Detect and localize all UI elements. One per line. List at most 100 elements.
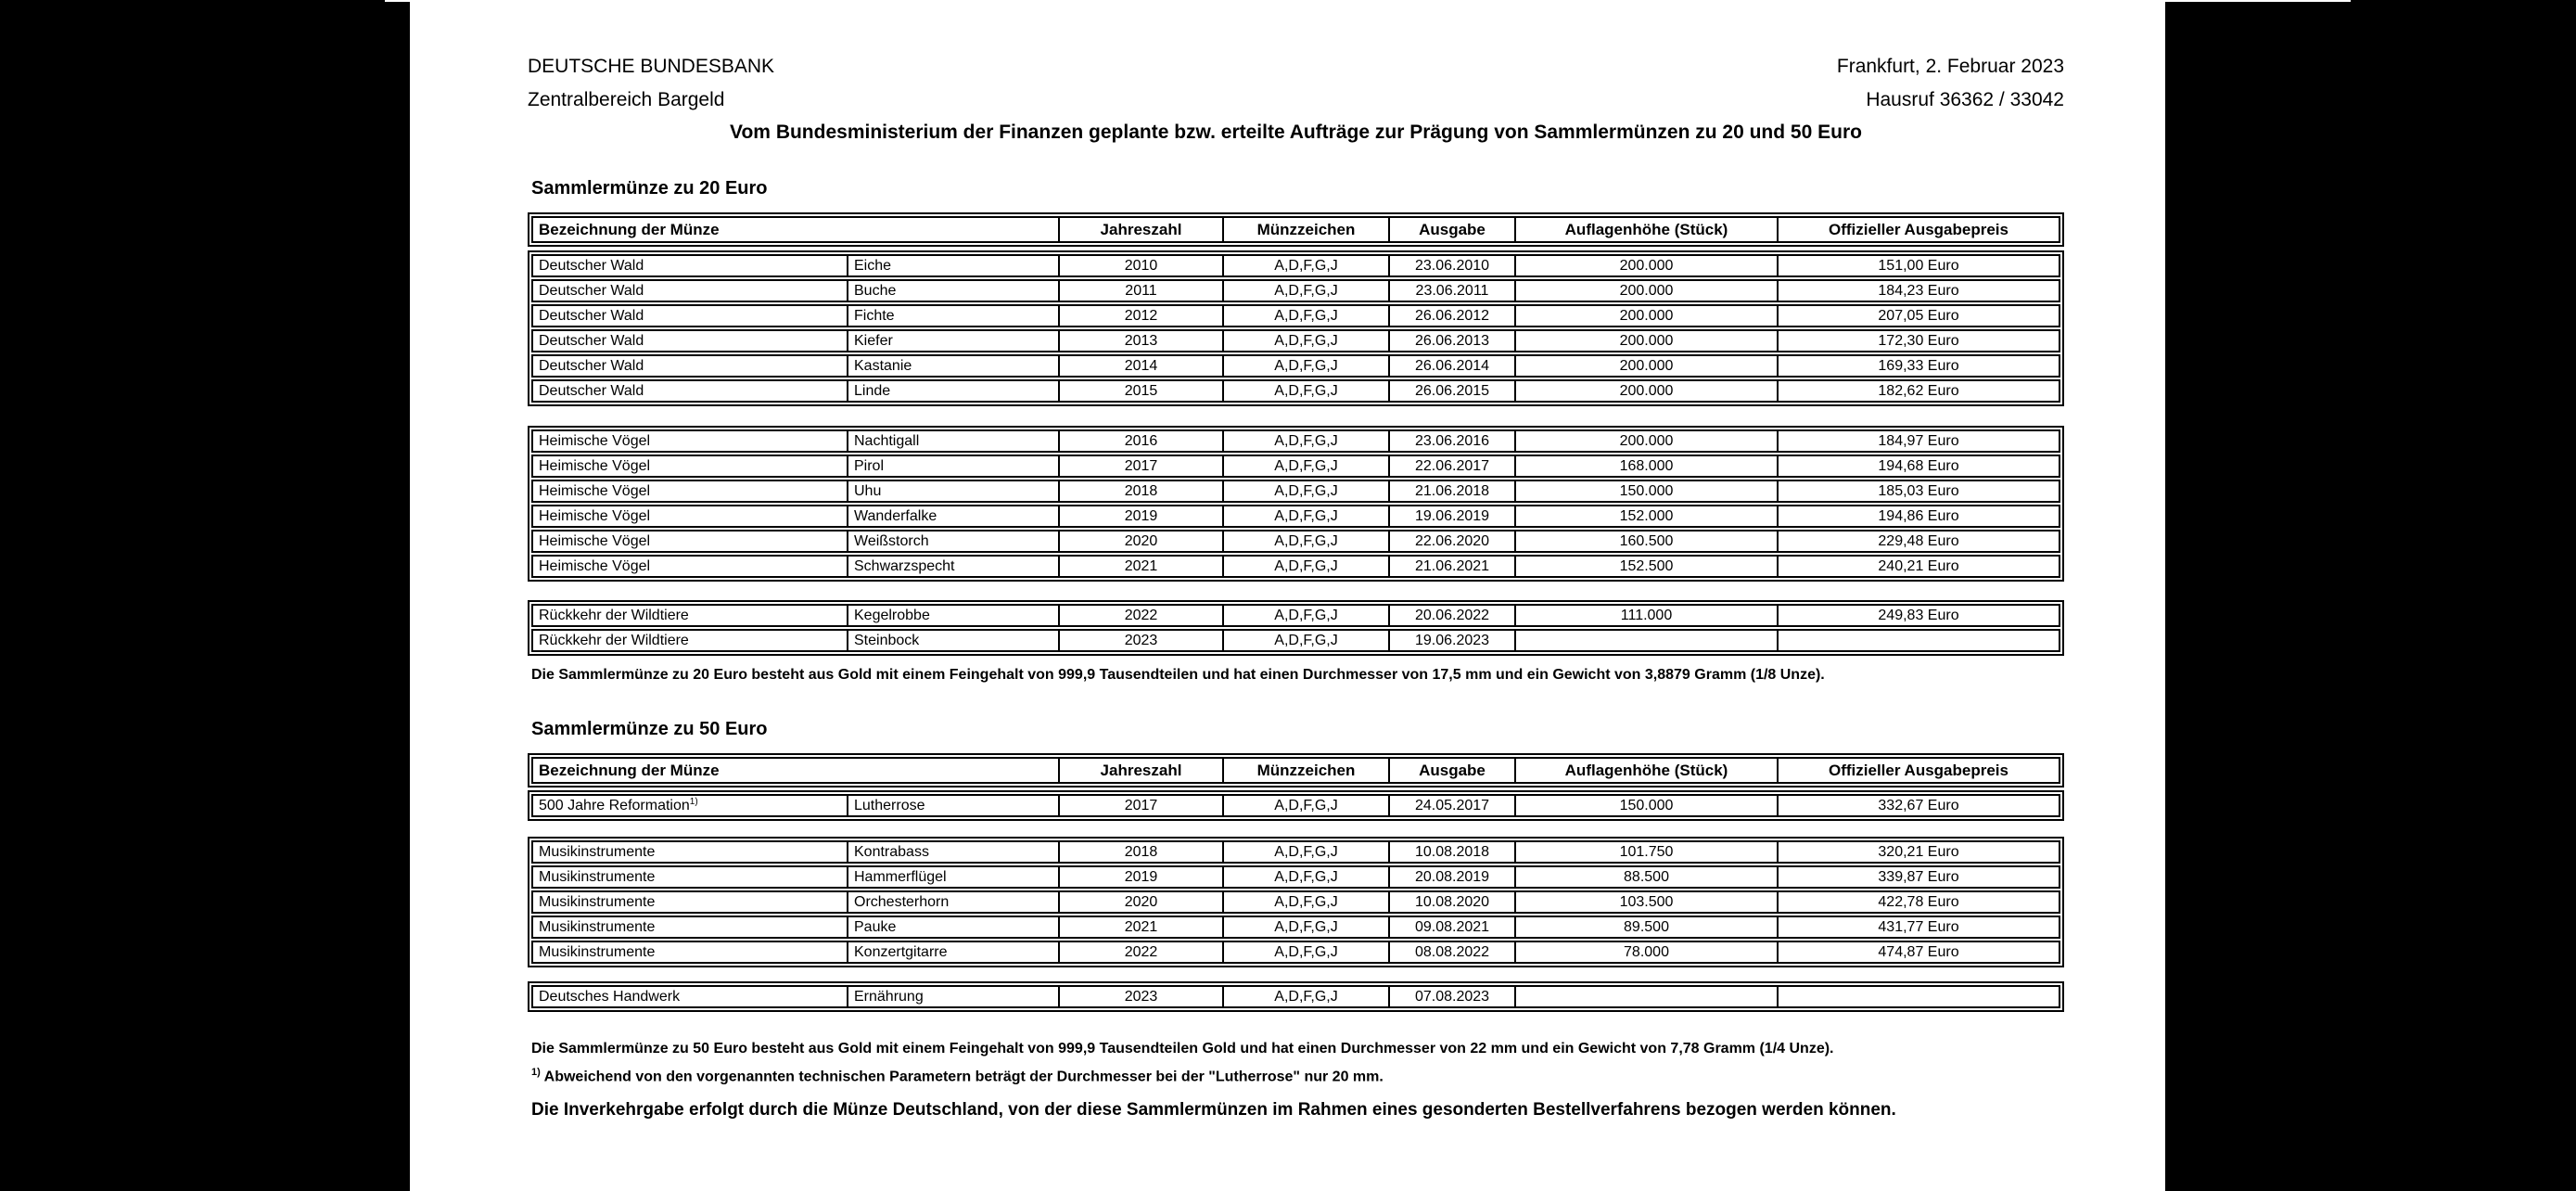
table-row: Heimische Vögel Pirol 2017 A,D,F,G,J 22.… xyxy=(531,455,2060,478)
cell-mintage: 160.500 xyxy=(1516,531,1779,551)
table-50-header: Bezeichnung der Münze Jahreszahl Münzzei… xyxy=(528,753,2064,788)
cell-series: Deutscher Wald xyxy=(533,281,848,301)
org-name: DEUTSCHE BUNDESBANK xyxy=(528,56,775,77)
cell-price: 332,67 Euro xyxy=(1878,797,1959,813)
cell-issue-date: 26.06.2014 xyxy=(1390,356,1516,376)
cell-series: Deutscher Wald xyxy=(533,331,848,351)
cell-issue-date: 10.08.2020 xyxy=(1390,892,1516,912)
letterhead: DEUTSCHE BUNDESBANK Zentralbereich Barge… xyxy=(528,50,2064,117)
cell-mintmark: A,D,F,G,J xyxy=(1224,892,1390,912)
column-header-ausgabe: Ausgabe xyxy=(1390,759,1516,782)
cell-issue-date: 23.06.2011 xyxy=(1390,281,1516,301)
coin-group-deutsches-handwerk: Deutsches Handwerk Ernährung 2023 A,D,F,… xyxy=(528,981,2064,1012)
org-department: Zentralbereich Bargeld xyxy=(528,89,725,110)
cell-series: Deutscher Wald xyxy=(533,381,848,401)
cell-mintage: 89.500 xyxy=(1516,917,1779,937)
cell-series: Musikinstrumente xyxy=(533,867,848,887)
cell-mintmark: A,D,F,G,J xyxy=(1224,796,1390,815)
cell-mintmark: A,D,F,G,J xyxy=(1224,531,1390,551)
cell-motif: Kegelrobbe xyxy=(848,606,1060,625)
cell-mintmark: A,D,F,G,J xyxy=(1224,381,1390,401)
cell-motif: Nachtigall xyxy=(848,431,1060,451)
cell-price xyxy=(1779,631,2059,650)
cell-mintmark: A,D,F,G,J xyxy=(1224,867,1390,887)
document-title: Vom Bundesministerium der Finanzen gepla… xyxy=(730,122,1862,143)
cell-year: 2017 xyxy=(1060,796,1224,815)
cell-price: 207,05 Euro xyxy=(1878,307,1959,324)
cell-price: 182,62 Euro xyxy=(1878,382,1959,399)
table-20-header-row: Bezeichnung der Münze Jahreszahl Münzzei… xyxy=(531,216,2060,243)
cell-year: 2013 xyxy=(1060,331,1224,351)
cell-year: 2021 xyxy=(1060,917,1224,937)
footnote-1-marker: 1) xyxy=(531,1067,541,1078)
footnote-1-lutherrose: 1) Abweichend von den vorgenannten techn… xyxy=(531,1067,2071,1085)
closing-statement: Die Inverkehrgabe erfolgt durch die Münz… xyxy=(531,1100,1896,1120)
cell-mintage xyxy=(1516,987,1779,1006)
cell-year: 2014 xyxy=(1060,356,1224,376)
table-row: Rückkehr der Wildtiere Kegelrobbe 2022 A… xyxy=(531,604,2060,627)
cell-issue-date: 10.08.2018 xyxy=(1390,842,1516,862)
coin-group-heimische-voegel: Heimische Vögel Nachtigall 2016 A,D,F,G,… xyxy=(528,426,2064,582)
cell-motif: Orchesterhorn xyxy=(848,892,1060,912)
table-row: Heimische Vögel Schwarzspecht 2021 A,D,F… xyxy=(531,555,2060,578)
cell-price: 194,86 Euro xyxy=(1878,507,1959,524)
cell-issue-date: 26.06.2012 xyxy=(1390,306,1516,326)
letter-phone: Hausruf 36362 / 33042 xyxy=(1866,89,2064,110)
cell-year: 2020 xyxy=(1060,892,1224,912)
cell-price: 185,03 Euro xyxy=(1878,482,1959,499)
column-header-ausgabe: Ausgabe xyxy=(1390,218,1516,241)
column-header-jahreszahl: Jahreszahl xyxy=(1060,759,1224,782)
cell-issue-date: 21.06.2021 xyxy=(1390,557,1516,576)
coin-group-musikinstrumente: Musikinstrumente Kontrabass 2018 A,D,F,G… xyxy=(528,837,2064,967)
cell-motif: Weißstorch xyxy=(848,531,1060,551)
table-row: Musikinstrumente Kontrabass 2018 A,D,F,G… xyxy=(531,840,2060,864)
cell-price: 249,83 Euro xyxy=(1878,607,1959,623)
column-header-muenzzeichen: Münzzeichen xyxy=(1224,218,1390,241)
cell-year: 2016 xyxy=(1060,431,1224,451)
table-row: Musikinstrumente Orchesterhorn 2020 A,D,… xyxy=(531,890,2060,914)
cell-issue-date: 08.08.2022 xyxy=(1390,942,1516,962)
table-row: Deutsches Handwerk Ernährung 2023 A,D,F,… xyxy=(531,985,2060,1008)
cell-mintage: 200.000 xyxy=(1516,381,1779,401)
cell-mintage: 200.000 xyxy=(1516,331,1779,351)
cell-year: 2022 xyxy=(1060,942,1224,962)
cell-year: 2019 xyxy=(1060,506,1224,526)
cell-year: 2020 xyxy=(1060,531,1224,551)
cell-price: 184,23 Euro xyxy=(1878,282,1959,299)
cell-series: Deutscher Wald xyxy=(533,356,848,376)
table-row: Rückkehr der Wildtiere Steinbock 2023 A,… xyxy=(531,629,2060,652)
cell-year: 2011 xyxy=(1060,281,1224,301)
column-header-ausgabepreis: Offizieller Ausgabepreis xyxy=(1829,761,2009,779)
cell-mintage: 152.000 xyxy=(1516,506,1779,526)
cell-series: Deutscher Wald xyxy=(533,256,848,275)
cell-series: Heimische Vögel xyxy=(533,481,848,501)
cell-mintmark: A,D,F,G,J xyxy=(1224,506,1390,526)
cell-series: Heimische Vögel xyxy=(533,456,848,476)
cell-mintage: 200.000 xyxy=(1516,431,1779,451)
cell-mintmark: A,D,F,G,J xyxy=(1224,456,1390,476)
cell-motif: Fichte xyxy=(848,306,1060,326)
cell-issue-date: 19.06.2023 xyxy=(1390,631,1516,650)
letterhead-right: Frankfurt, 2. Februar 2023 Hausruf 36362… xyxy=(1837,50,2064,117)
table-row: Deutscher Wald Kiefer 2013 A,D,F,G,J 26.… xyxy=(531,329,2060,352)
table-row: Musikinstrumente Pauke 2021 A,D,F,G,J 09… xyxy=(531,916,2060,939)
cell-mintage: 200.000 xyxy=(1516,256,1779,275)
cell-price: 169,33 Euro xyxy=(1878,357,1959,374)
cell-motif: Pirol xyxy=(848,456,1060,476)
cell-issue-date: 22.06.2017 xyxy=(1390,456,1516,476)
cell-series: Musikinstrumente xyxy=(533,842,848,862)
cell-issue-date: 07.08.2023 xyxy=(1390,987,1516,1006)
table-row: Deutscher Wald Buche 2011 A,D,F,G,J 23.0… xyxy=(531,279,2060,302)
cell-motif: Kontrabass xyxy=(848,842,1060,862)
column-header-bezeichnung: Bezeichnung der Münze xyxy=(533,759,1060,782)
table-row: 500 Jahre Reformation 1) Lutherrose 2017 … xyxy=(531,794,2060,817)
table-20-header: Bezeichnung der Münze Jahreszahl Münzzei… xyxy=(528,212,2064,247)
cell-mintmark: A,D,F,G,J xyxy=(1224,842,1390,862)
cell-mintmark: A,D,F,G,J xyxy=(1224,256,1390,275)
cell-series: Heimische Vögel xyxy=(533,431,848,451)
footnote-1-text: Abweichend von den vorgenannten technisc… xyxy=(543,1069,1384,1085)
cell-series: Musikinstrumente xyxy=(533,917,848,937)
cell-mintmark: A,D,F,G,J xyxy=(1224,431,1390,451)
cell-price: 184,97 Euro xyxy=(1878,432,1959,449)
cell-year: 2012 xyxy=(1060,306,1224,326)
